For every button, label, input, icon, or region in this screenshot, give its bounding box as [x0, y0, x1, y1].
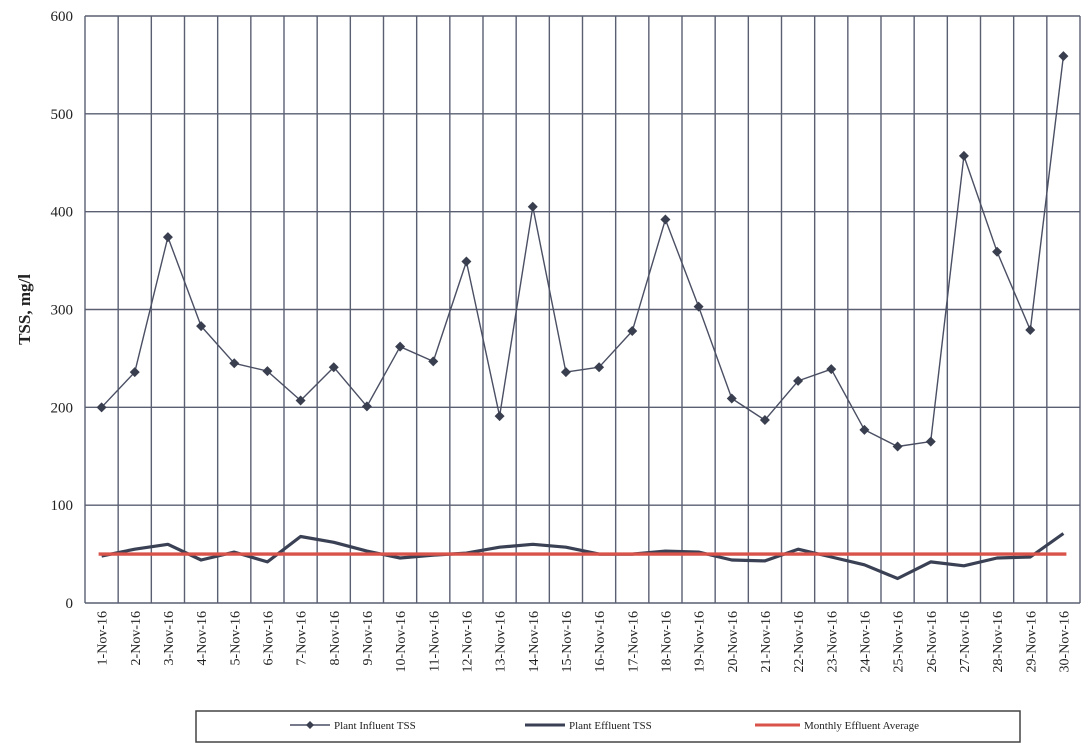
legend-label-influent: Plant Influent TSS: [334, 720, 416, 732]
data-point: [992, 246, 1003, 257]
data-point: [726, 393, 737, 404]
data-point: [395, 341, 406, 352]
data-point: [196, 321, 207, 332]
x-tick-label: 9-Nov-16: [361, 611, 376, 665]
x-tick-label: 19-Nov-16: [693, 611, 708, 672]
data-point: [96, 402, 107, 413]
x-tick-label: 15-Nov-16: [560, 611, 575, 672]
data-point: [925, 436, 936, 447]
x-tick-label: 24-Nov-16: [858, 611, 873, 672]
data-point: [693, 301, 704, 312]
x-tick-label: 6-Nov-16: [261, 611, 276, 665]
x-tick-label: 20-Nov-16: [726, 611, 741, 672]
legend: Plant Influent TSS Plant Effluent TSS Mo…: [195, 710, 1021, 743]
data-point: [229, 358, 240, 369]
data-point: [1025, 325, 1036, 336]
x-tick-label: 14-Nov-16: [527, 611, 542, 672]
data-point: [262, 366, 273, 377]
y-axis-tick-labels: 0 100 200 300 400 500 600: [51, 9, 74, 612]
data-point: [328, 362, 339, 373]
data-point: [1058, 51, 1069, 62]
x-tick-label: 18-Nov-16: [659, 611, 674, 672]
x-tick-label: 3-Nov-16: [162, 611, 177, 665]
x-tick-label: 28-Nov-16: [991, 611, 1006, 672]
plot-grid: [84, 15, 1081, 604]
series-1: [101, 532, 1065, 581]
data-point: [494, 411, 505, 422]
x-tick-label: 7-Nov-16: [295, 611, 310, 665]
data-point: [958, 150, 969, 161]
legend-marker-influent: [306, 721, 314, 729]
x-tick-label: 22-Nov-16: [792, 611, 807, 672]
legend-frame: [195, 710, 1021, 743]
x-tick-label: 10-Nov-16: [394, 611, 409, 672]
x-tick-label: 12-Nov-16: [460, 611, 475, 672]
data-point: [162, 232, 173, 243]
x-tick-label: 17-Nov-16: [626, 611, 641, 672]
series-line: [101, 56, 1065, 448]
x-tick-label: 4-Nov-16: [195, 611, 210, 665]
legend-label-average: Monthly Effluent Average: [804, 720, 919, 732]
data-point: [660, 214, 671, 225]
data-point: [129, 367, 140, 378]
data-point: [560, 367, 571, 378]
x-tick-label: 21-Nov-16: [759, 611, 774, 672]
x-tick-label: 29-Nov-16: [1024, 611, 1039, 672]
y-tick-label: 300: [51, 303, 74, 319]
x-tick-label: 16-Nov-16: [593, 611, 608, 672]
y-tick-label: 100: [51, 498, 74, 514]
x-axis-tick-labels: 1-Nov-16 2-Nov-16 3-Nov-16 4-Nov-16 5-Nov-16…: [96, 611, 1073, 672]
data-point: [759, 415, 770, 426]
data-point: [361, 401, 372, 412]
x-tick-label: 26-Nov-16: [925, 611, 940, 672]
data-point: [627, 326, 638, 337]
x-tick-label: 2-Nov-16: [129, 611, 144, 665]
legend-label-effluent: Plant Effluent TSS: [569, 720, 652, 732]
x-tick-label: 27-Nov-16: [958, 611, 973, 672]
x-tick-label: 13-Nov-16: [494, 611, 509, 672]
x-tick-label: 5-Nov-16: [228, 611, 243, 665]
y-tick-label: 600: [51, 9, 74, 25]
data-point: [892, 441, 903, 452]
series-line: [101, 532, 1065, 581]
data-point: [793, 375, 804, 386]
y-tick-label: 0: [66, 596, 74, 612]
y-axis-label: TSS, mg/l: [15, 274, 34, 345]
data-point: [594, 362, 605, 373]
x-tick-label: 11-Nov-16: [427, 611, 442, 672]
y-tick-label: 200: [51, 400, 74, 416]
data-point: [428, 356, 439, 367]
series-0: [96, 51, 1069, 452]
x-tick-label: 25-Nov-16: [892, 611, 907, 672]
data-point: [527, 201, 538, 212]
x-tick-label: 30-Nov-16: [1057, 611, 1072, 672]
x-tick-label: 1-Nov-16: [96, 611, 111, 665]
data-point: [859, 424, 870, 435]
x-tick-label: 23-Nov-16: [825, 611, 840, 672]
y-tick-label: 500: [51, 107, 74, 123]
data-point: [826, 364, 837, 375]
data-point: [461, 256, 472, 267]
data-point: [295, 395, 306, 406]
x-tick-label: 8-Nov-16: [328, 611, 343, 665]
chart-series: [96, 51, 1069, 581]
y-tick-label: 400: [51, 205, 74, 221]
